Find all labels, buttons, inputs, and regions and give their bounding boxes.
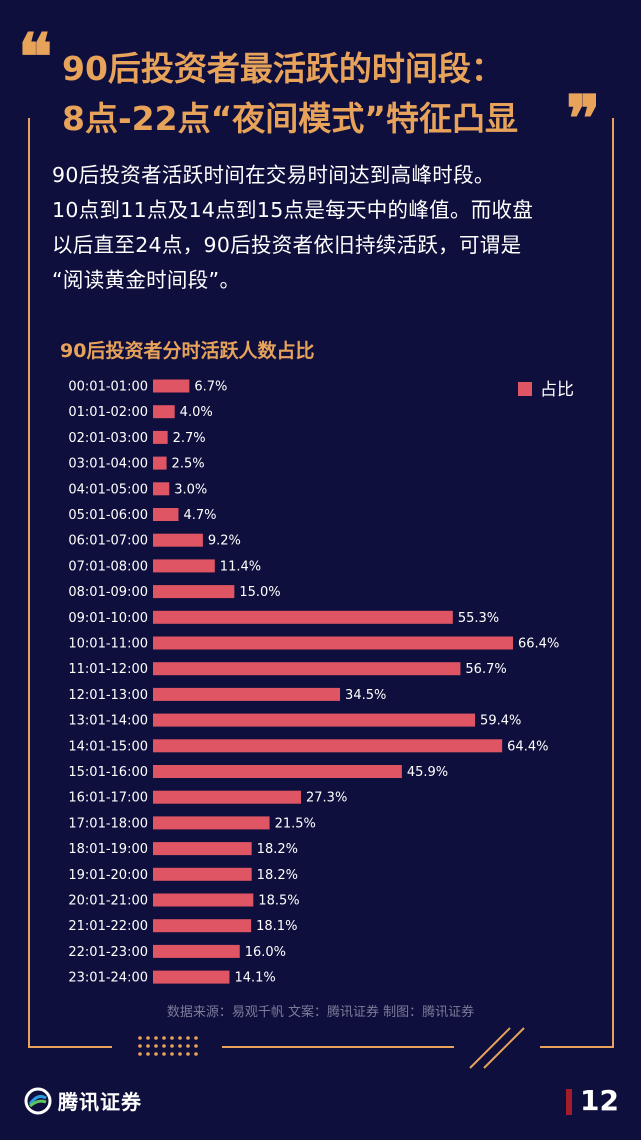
data-label: 21.5% <box>275 816 316 831</box>
bar <box>153 405 175 419</box>
bar <box>153 970 230 984</box>
category-label: 00:01-01:00 <box>68 380 148 395</box>
bar <box>153 842 252 856</box>
category-label: 04:01-05:00 <box>68 482 148 497</box>
bar <box>153 893 254 907</box>
bar <box>153 379 190 393</box>
category-label: 22:01-23:00 <box>68 945 148 960</box>
bar <box>153 662 461 676</box>
data-label: 3.0% <box>174 482 207 497</box>
category-label: 11:01-12:00 <box>68 662 148 677</box>
page-title-line-1: 90后投资者最活跃的时间段： <box>62 49 504 88</box>
bar <box>153 533 203 547</box>
data-label: 11.4% <box>220 559 261 574</box>
data-label: 18.2% <box>257 842 298 857</box>
brand-logo: 腾讯证券 <box>24 1086 142 1115</box>
intro-paragraph: 90后投资者活跃时间在交易时间达到高峰时段。 10点到11点及14点到15点是每… <box>52 158 592 298</box>
category-label: 15:01-16:00 <box>68 765 148 780</box>
bar <box>153 765 402 778</box>
data-label: 59.4% <box>480 714 521 729</box>
close-quote-mark: ❞ <box>566 82 601 157</box>
bar <box>153 944 240 958</box>
bar <box>153 430 168 444</box>
data-label: 66.4% <box>518 637 559 652</box>
category-label: 21:01-22:00 <box>68 919 148 934</box>
frame-gap-bottom <box>112 1040 222 1054</box>
intro-line: 90后投资者活跃时间在交易时间达到高峰时段。 <box>52 163 495 187</box>
legend-swatch <box>518 382 532 396</box>
chart-title: 90后投资者分时活跃人数占比 <box>60 340 315 362</box>
bar <box>153 456 167 470</box>
category-label: 17:01-18:00 <box>68 816 148 831</box>
data-label: 2.7% <box>173 431 206 446</box>
data-label: 6.7% <box>194 380 227 395</box>
data-label: 15.0% <box>239 585 280 600</box>
category-label: 13:01-14:00 <box>68 714 148 729</box>
page-number-bar <box>566 1089 572 1115</box>
data-label: 18.2% <box>257 868 298 883</box>
category-label: 12:01-13:00 <box>68 688 148 703</box>
category-label: 23:01-24:00 <box>68 971 148 986</box>
category-label: 01:01-02:00 <box>68 405 148 420</box>
data-label: 18.5% <box>258 894 299 909</box>
category-label: 06:01-07:00 <box>68 534 148 549</box>
data-label: 4.0% <box>180 405 213 420</box>
page-number: 12 <box>580 1084 619 1117</box>
bar <box>153 585 235 599</box>
data-label: 2.5% <box>172 457 205 472</box>
category-label: 18:01-19:00 <box>68 842 148 857</box>
source-note: 数据来源：易观千帆 文案：腾讯证券 制图：腾讯证券 <box>166 1005 475 1020</box>
bar <box>153 816 270 830</box>
category-label: 16:01-17:00 <box>68 791 148 806</box>
intro-line: “阅读黄金时间段”。 <box>52 268 241 292</box>
data-label: 34.5% <box>345 688 386 703</box>
legend-label: 占比 <box>540 380 574 400</box>
category-label: 10:01-11:00 <box>68 637 148 652</box>
content-frame <box>28 118 614 1048</box>
intro-line: 10点到11点及14点到15点是每天中的峰值。而收盘 <box>52 198 534 222</box>
page-title-line-2: 8点-22点“夜间模式”特征凸显 <box>62 99 518 138</box>
intro-line: 以后直至24点，90后投资者依旧持续活跃，可谓是 <box>52 233 522 257</box>
data-label: 14.1% <box>234 971 275 986</box>
category-label: 07:01-08:00 <box>68 559 148 574</box>
data-label: 45.9% <box>407 765 448 780</box>
data-label: 9.2% <box>208 534 241 549</box>
category-label: 19:01-20:00 <box>68 868 148 883</box>
bar <box>153 610 453 624</box>
data-label: 4.7% <box>183 508 216 523</box>
data-label: 55.3% <box>458 611 499 626</box>
category-label: 14:01-15:00 <box>68 739 148 754</box>
data-label: 18.1% <box>256 919 297 934</box>
data-label: 16.0% <box>245 945 286 960</box>
category-label: 03:01-04:00 <box>68 457 148 472</box>
category-label: 05:01-06:00 <box>68 508 148 523</box>
category-label: 02:01-03:00 <box>68 431 148 446</box>
slash-decoration <box>469 1027 525 1069</box>
category-label: 08:01-09:00 <box>68 585 148 600</box>
bar <box>153 508 179 521</box>
category-label: 20:01-21:00 <box>68 894 148 909</box>
data-label: 56.7% <box>465 662 506 677</box>
bar-chart: 00:01-01:00 6.7% 01:01-02:00 4.0% 02:01-03:0… <box>68 379 574 986</box>
bar <box>153 790 302 804</box>
bar <box>153 867 252 881</box>
bar <box>153 713 476 727</box>
bar <box>153 636 513 650</box>
brand-name: 腾讯证券 <box>58 1090 142 1114</box>
brand-logo-icon <box>24 1087 52 1114</box>
bar <box>153 919 252 933</box>
open-quote-mark: ❝ <box>18 20 53 95</box>
frame-gap-bottom-right <box>454 1040 540 1054</box>
data-label: 64.4% <box>507 739 548 754</box>
dot-grid-decoration <box>138 1036 198 1056</box>
bar <box>153 482 170 496</box>
data-label: 27.3% <box>306 791 347 806</box>
bar <box>153 559 215 573</box>
bar <box>153 687 341 701</box>
bar <box>153 739 503 753</box>
category-label: 09:01-10:00 <box>68 611 148 626</box>
